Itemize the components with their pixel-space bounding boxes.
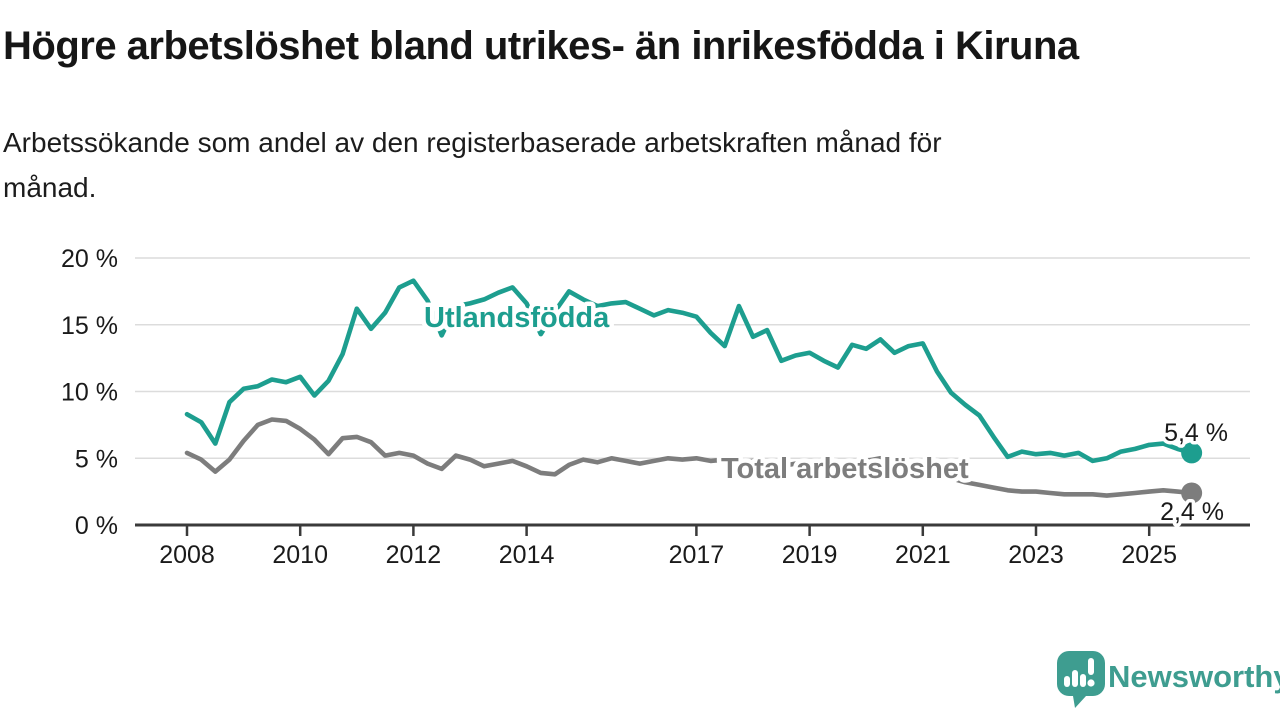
chart-subtitle-line2: månad. [3,172,97,203]
x-axis-tick-label: 2014 [499,541,555,569]
x-axis-tick-label: 2008 [159,541,215,569]
newsworthy-logo-text: Newsworthy [1108,659,1280,694]
y-axis-tick-label: 10 % [61,379,118,407]
x-axis-tick-label: 2017 [669,541,725,569]
chart-subtitle-line1: Arbetssökande som andel av den registerb… [3,127,942,158]
newsworthy-logo: Newsworthy [1057,651,1280,708]
series-end-value-label: 5,4 % [1164,419,1228,447]
series-line [184,278,1194,464]
x-axis-tick-label: 2021 [895,541,951,569]
x-axis-tick-label: 2023 [1008,541,1064,569]
x-axis-tick-label: 2010 [272,541,328,569]
series-label: Utlandsfödda [424,302,610,334]
x-axis-tick-label: 2025 [1121,541,1177,569]
chart-subtitle: Arbetssökande som andel av den registerb… [3,120,1223,210]
series-end-dot [1181,442,1203,464]
y-axis-tick-label: 20 % [61,245,118,273]
chart-title: Högre arbetslöshet bland utrikes- än inr… [3,24,1079,68]
series-line [184,417,1194,498]
newsworthy-logo-icon [1057,651,1105,708]
x-axis-tick-label: 2019 [782,541,838,569]
y-axis-tick-label: 0 % [75,512,118,540]
y-axis-tick-label: 5 % [75,445,118,473]
x-axis-tick-label: 2012 [386,541,442,569]
line-chart: 0 % 5 % 10 % 15 % 20 % 2008 2010 2012 2014 2017 20… [61,245,1250,569]
series-end-dot [1181,482,1203,504]
y-axis-tick-label: 15 % [61,312,118,340]
series-label: Total arbetslöshet [721,453,969,485]
series-end-value-label: 2,4 % [1160,498,1224,526]
